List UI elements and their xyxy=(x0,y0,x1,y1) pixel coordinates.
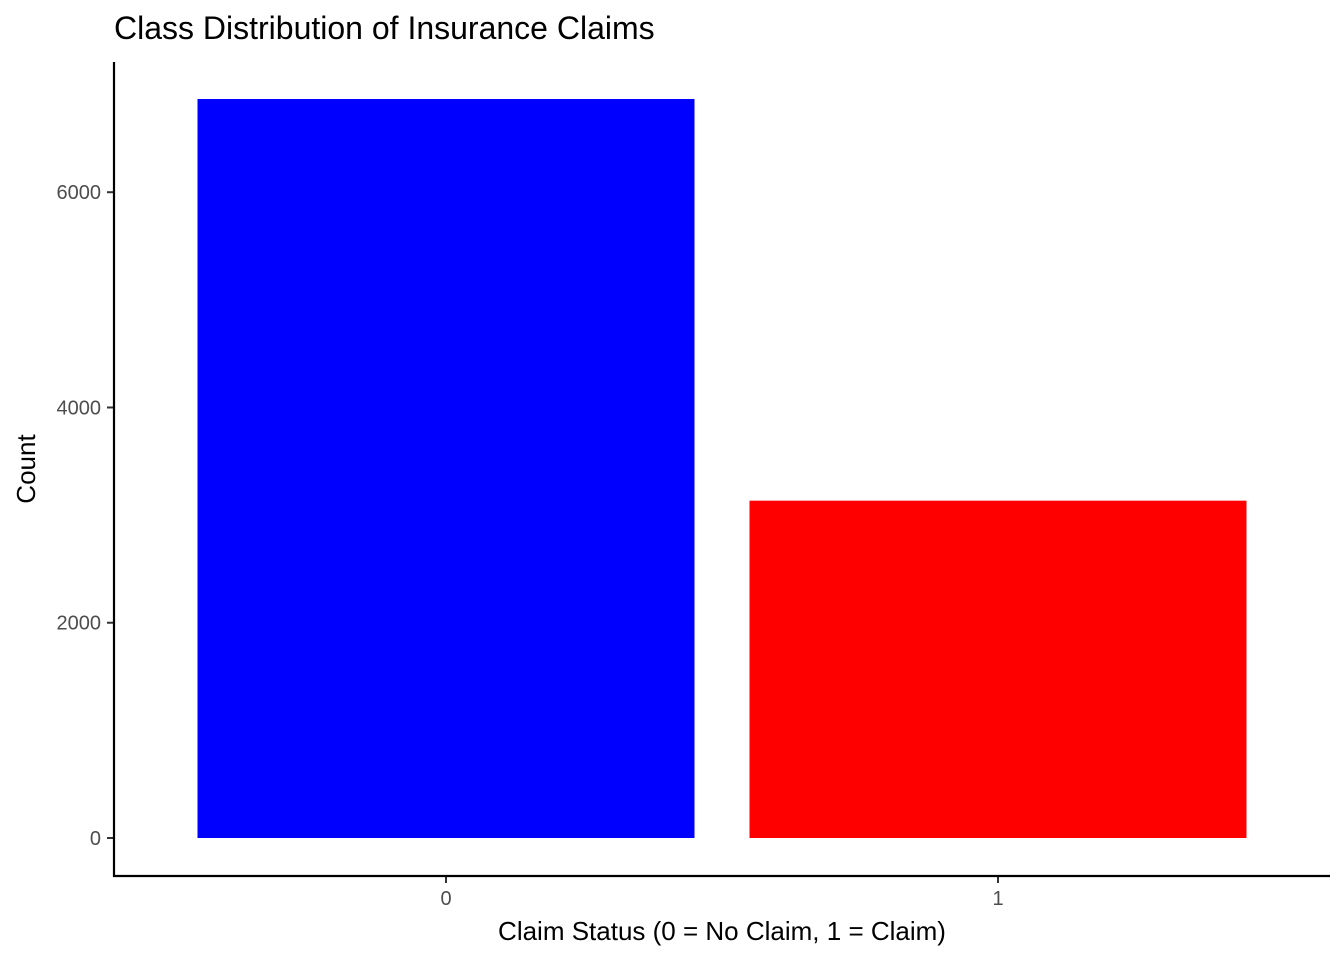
y-axis-title: Count xyxy=(11,434,41,504)
y-tick-label-4000: 4000 xyxy=(57,397,102,419)
x-axis-title: Claim Status (0 = No Claim, 1 = Claim) xyxy=(498,916,946,946)
bar-0 xyxy=(197,99,695,838)
x-tick-label-1: 1 xyxy=(992,888,1003,910)
y-axis-ticks: 0 2000 4000 6000 xyxy=(57,182,114,850)
x-tick-label-0: 0 xyxy=(440,888,451,910)
bars xyxy=(197,99,1247,838)
chart-title: Class Distribution of Insurance Claims xyxy=(114,10,655,46)
y-tick-label-0: 0 xyxy=(90,828,101,850)
axis-lines xyxy=(112,62,1330,878)
y-tick-label-6000: 6000 xyxy=(57,182,102,204)
bar-1 xyxy=(749,500,1247,838)
y-tick-label-2000: 2000 xyxy=(57,613,102,635)
